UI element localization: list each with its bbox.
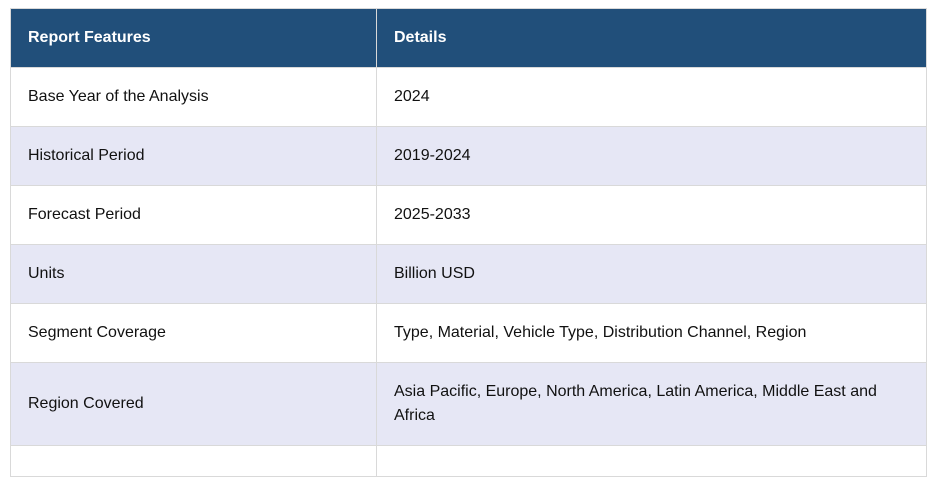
feature-cell: Historical Period [10,126,377,186]
feature-cell: Segment Coverage [10,303,377,363]
feature-cell: Units [10,244,377,304]
feature-cell [10,445,377,477]
feature-cell: Region Covered [10,362,377,446]
header-report-features: Report Features [10,8,377,68]
report-table-container: Report Features Details Base Year of the… [10,8,927,477]
feature-cell: Forecast Period [10,185,377,245]
details-cell: 2019-2024 [376,126,927,186]
table-row: Units Billion USD [10,244,927,304]
details-cell: Type, Material, Vehicle Type, Distributi… [376,303,927,363]
feature-cell: Base Year of the Analysis [10,67,377,127]
report-features-table: Report Features Details Base Year of the… [10,8,927,477]
table-row [10,445,927,477]
details-cell: 2024 [376,67,927,127]
table-row: Historical Period 2019-2024 [10,126,927,186]
details-cell: 2025-2033 [376,185,927,245]
table-row: Forecast Period 2025-2033 [10,185,927,245]
table-row: Segment Coverage Type, Material, Vehicle… [10,303,927,363]
details-cell: Billion USD [376,244,927,304]
table-row: Base Year of the Analysis 2024 [10,67,927,127]
details-cell: Asia Pacific, Europe, North America, Lat… [376,362,927,446]
table-header-row: Report Features Details [10,8,927,68]
table-row: Region Covered Asia Pacific, Europe, Nor… [10,362,927,446]
details-cell [376,445,927,477]
header-details: Details [376,8,927,68]
